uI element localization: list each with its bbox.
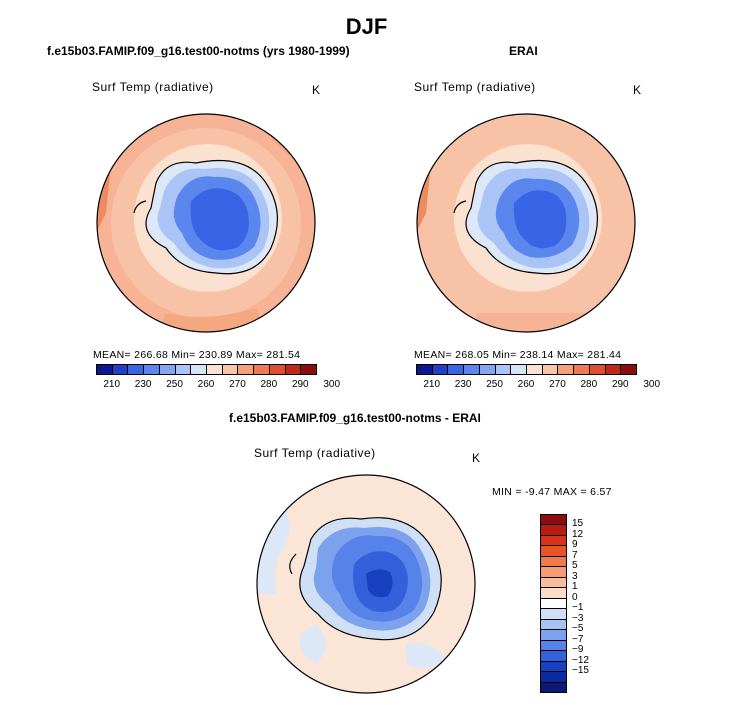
panel2-colorbar-tick-label: 290 [611, 379, 629, 390]
panel1-colorbar [96, 364, 317, 375]
panel2-colorbar-swatch [431, 364, 449, 375]
panel3-colorbar-tick-label: −7 [572, 633, 584, 645]
panel3-colorbar-tick-label: 15 [572, 518, 584, 530]
panel1-colorbar-swatch [158, 364, 176, 375]
panel3-colorbar-tick-label: 9 [572, 539, 578, 551]
panel1-colorbar-tick-label: 210 [103, 379, 121, 390]
panel1-colorbar-swatch [300, 364, 317, 375]
panel1-colorbar-swatch [284, 364, 302, 375]
panel1-colorbar-labels: 210 230 250 260 270 280 290 300 [96, 379, 340, 391]
panel1-colorbar-tick-label: 260 [197, 379, 215, 390]
panel1-colorbar-tick-label: 230 [134, 379, 152, 390]
panel2-colorbar-swatch [416, 364, 433, 375]
panel1-units: K [312, 83, 321, 97]
panel2-colorbar-swatch [573, 364, 590, 375]
panel3-colorbar-tick-label: 1 [572, 581, 578, 593]
panel1-colorbar-tick-label: 300 [323, 379, 341, 390]
panel1-map [96, 113, 316, 333]
panel1-colorbar-swatch [221, 364, 239, 375]
panel3-map [256, 474, 476, 694]
panel3-colorbar-swatch [540, 681, 567, 693]
panel3-title: f.e15b03.FAMIP.f09_g16.test00-notms - ER… [229, 411, 481, 425]
figure-title: DJF [345, 14, 388, 39]
panel1-colorbar-swatch [96, 364, 113, 375]
panel3-colorbar-tick-label: 0 [572, 591, 578, 603]
panel1-colorbar-swatch [237, 364, 255, 375]
panel1-colorbar-swatch [268, 364, 286, 375]
panel2-colorbar-swatch [526, 364, 543, 375]
panel2-colorbar-swatch [510, 364, 527, 375]
panel1-stats: MEAN= 266.68 Min= 230.89 Max= 281.54 [93, 349, 301, 361]
panel2-map [416, 113, 636, 333]
panel2-colorbar-tick-label: 210 [423, 379, 441, 390]
panel3-colorbar-tick-label: −9 [572, 644, 584, 656]
panel1-title: f.e15b03.FAMIP.f09_g16.test00-notms (yrs… [47, 44, 350, 58]
panel2-colorbar-swatch [478, 364, 496, 375]
panel2-colorbar-tick-label: 270 [549, 379, 566, 390]
panel2-colorbar-tick-label: 300 [643, 379, 661, 390]
panel3-colorbar-tick-label: −12 [572, 654, 589, 666]
panel2-colorbar-swatch [447, 364, 465, 375]
panel2-colorbar-swatch [541, 364, 559, 375]
panel2-colorbar-tick-label: 260 [517, 379, 535, 390]
panel1-colorbar-tick-label: 290 [291, 379, 309, 390]
panel2-stats: MEAN= 268.05 Min= 238.14 Max= 281.44 [414, 349, 622, 361]
panel1-colorbar-swatch [206, 364, 223, 375]
panel1-colorbar-swatch [127, 364, 145, 375]
panel3-colorbar-tick-label: 12 [572, 528, 584, 540]
panel3-colorbar-labels: 15 12 9 7 5 3 1 0 −1 −3 −5 −7 −9 −12 −15 [572, 514, 612, 692]
panel3-colorbar-tick-label: −1 [572, 602, 584, 614]
panel3-colorbar-tick-label: −3 [572, 612, 584, 624]
panel1-colorbar-swatch [253, 364, 270, 375]
panel2-colorbar-tick-label: 250 [486, 379, 503, 390]
panel2-colorbar [416, 364, 637, 375]
panel3-stats: MIN = -9.47 MAX = 6.57 [492, 486, 612, 498]
panel2-colorbar-swatch [557, 364, 575, 375]
panel2-colorbar-tick-label: 230 [454, 379, 472, 390]
panel1-colorbar-swatch [143, 364, 160, 375]
panel2-colorbar-swatch [604, 364, 622, 375]
panel1-colorbar-swatch [190, 364, 207, 375]
panel1-colorbar-tick-label: 280 [260, 379, 278, 390]
panel3-colorbar-tick-label: −15 [572, 665, 589, 677]
panel2-colorbar-labels: 210 230 250 260 270 280 290 300 [416, 379, 660, 391]
panel2-units: K [633, 83, 642, 97]
panel2-colorbar-swatch [620, 364, 637, 375]
panel3-colorbar-tick-label: 3 [572, 570, 578, 582]
panel3-colorbar-tick-label: 7 [572, 549, 578, 561]
panel3-colorbar [540, 514, 567, 693]
panel1-colorbar-tick-label: 250 [166, 379, 183, 390]
panel2-variable-label: Surf Temp (radiative) [414, 80, 536, 94]
panel1-colorbar-swatch [111, 364, 129, 375]
panel2-colorbar-tick-label: 280 [580, 379, 598, 390]
panel2-colorbar-swatch [588, 364, 606, 375]
panel3-units: K [472, 451, 481, 465]
panel3-variable-label: Surf Temp (radiative) [254, 446, 376, 460]
panel1-colorbar-swatch [174, 364, 192, 375]
panel3-colorbar-tick-label: −5 [572, 623, 584, 635]
panel1-variable-label: Surf Temp (radiative) [92, 80, 214, 94]
panel2-colorbar-swatch [494, 364, 512, 375]
panel2-title: ERAI [509, 44, 538, 58]
panel1-colorbar-tick-label: 270 [229, 379, 246, 390]
panel2-colorbar-swatch [463, 364, 480, 375]
panel3-colorbar-tick-label: 5 [572, 560, 578, 572]
